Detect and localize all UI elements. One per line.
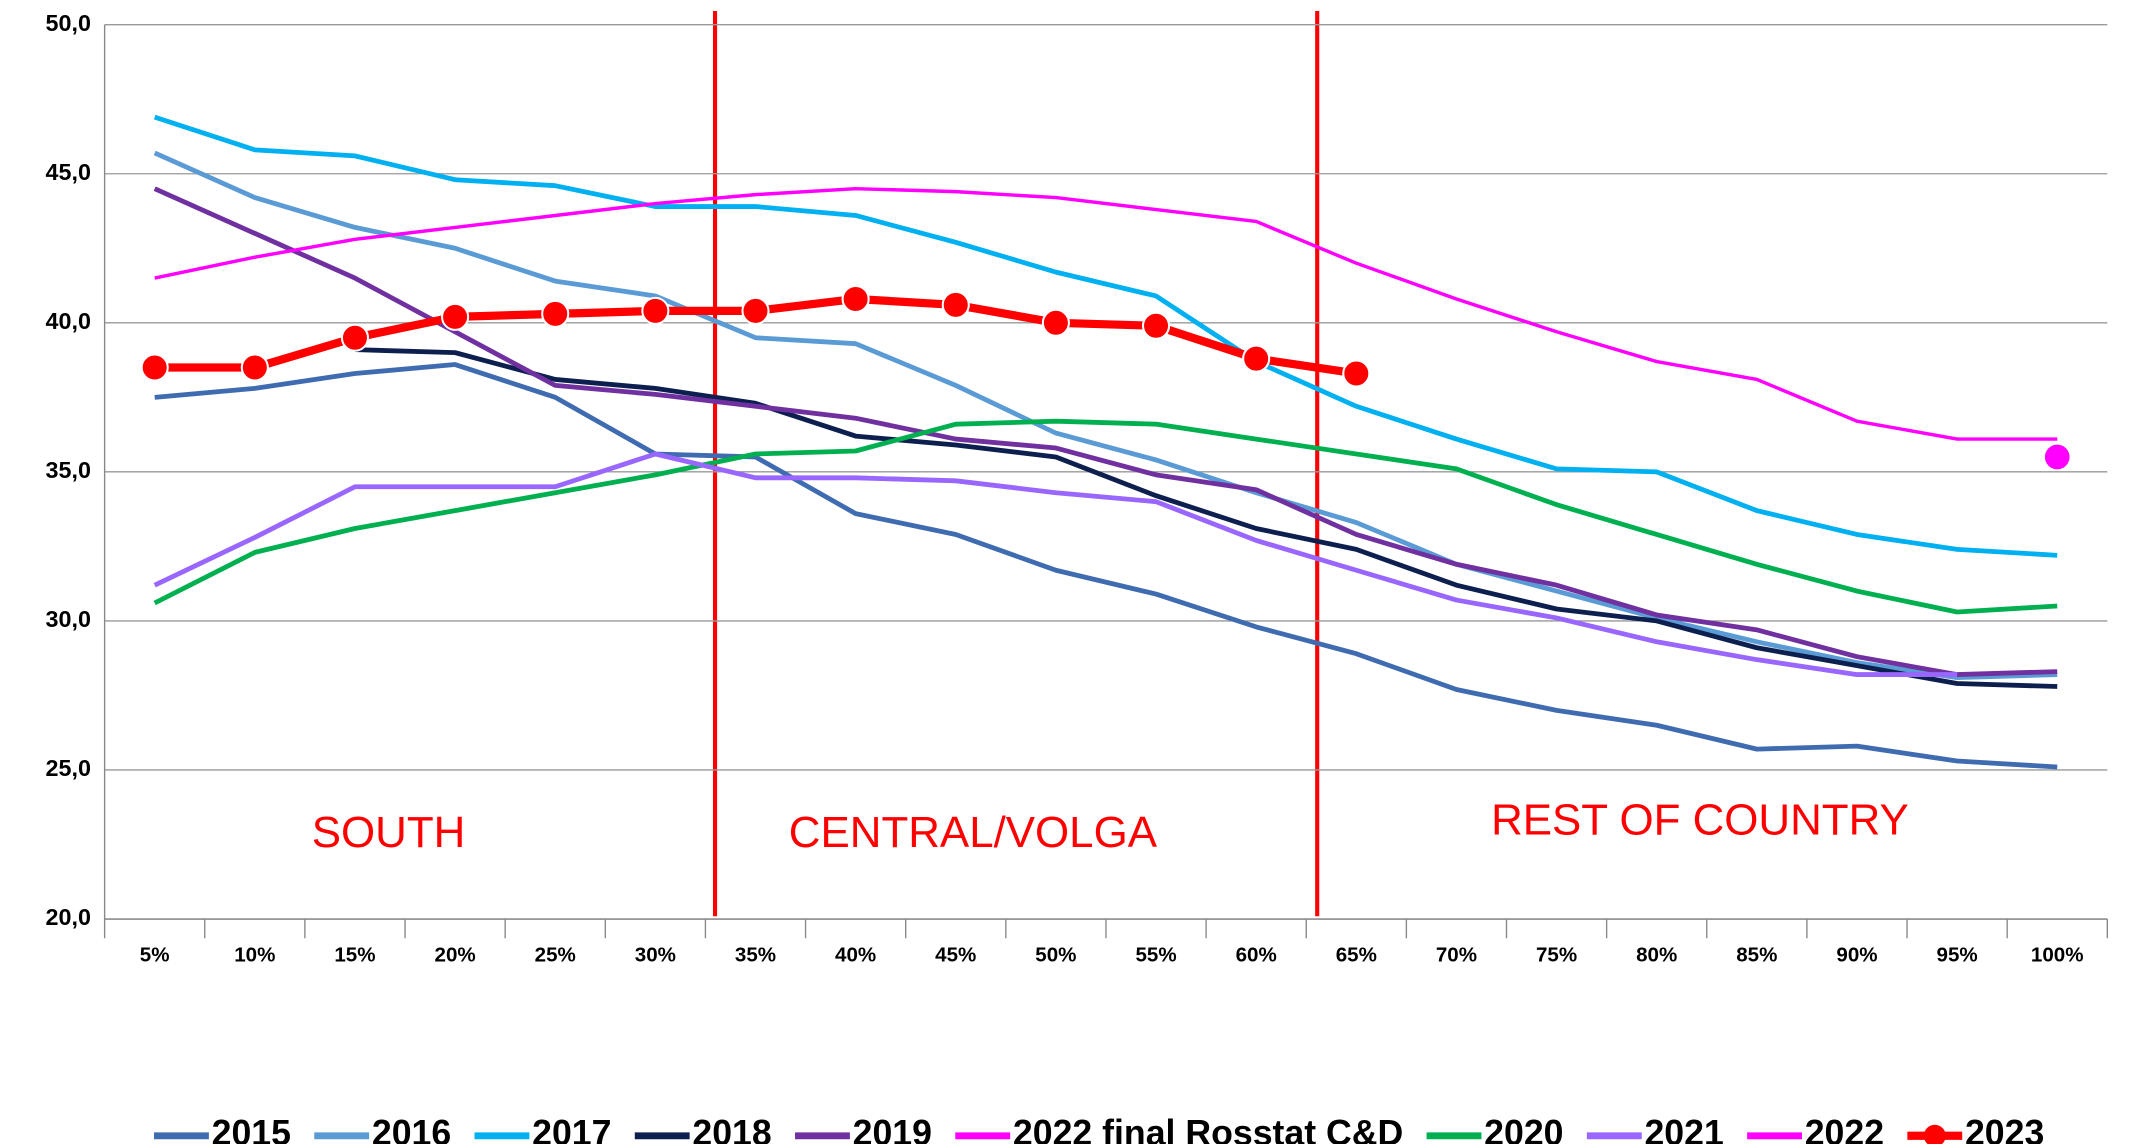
data-point [1343,360,1369,386]
legend-label: 2017 [532,1113,611,1144]
x-tick-label: 85% [1736,944,1777,967]
y-tick-label: 50,0 [46,10,91,36]
x-tick-label: 45% [935,944,976,967]
data-point [843,286,869,312]
x-tick-label: 10% [234,944,275,967]
x-tick-label: 50% [1035,944,1076,967]
data-point [242,354,268,380]
x-tick-label: 5% [140,944,170,967]
data-point [1043,310,1069,336]
legend-label: 2015 [212,1113,291,1144]
y-tick-label: 30,0 [46,606,91,632]
data-point [1243,346,1269,372]
data-point [442,304,468,330]
x-tick-label: 90% [1836,944,1877,967]
data-point [542,301,568,327]
legend-label: 2022 [1805,1113,1884,1144]
y-tick-label: 35,0 [46,457,91,483]
data-point [742,298,768,324]
y-tick-label: 40,0 [46,308,91,334]
x-tick-label: 20% [435,944,476,967]
legend-label: 2018 [692,1113,771,1144]
legend-swatch-marker [1924,1125,1946,1144]
x-tick-label: 75% [1536,944,1577,967]
region-label: REST OF COUNTRY [1491,796,1909,845]
legend-label: 2023 [1965,1113,2044,1144]
legend-label: 2019 [853,1113,932,1144]
x-tick-label: 35% [735,944,776,967]
chart: SOUTH CENTRAL/VOLGA REST OF COUNTRY 20,0… [0,0,2131,1144]
x-tick-label: 70% [1436,944,1477,967]
series-line [155,189,2058,675]
series-line [355,350,2057,687]
legend-label: 2020 [1484,1113,1563,1144]
x-tick-label: 80% [1636,944,1677,967]
x-tick-label: 40% [835,944,876,967]
x-tick-label: 60% [1236,944,1277,967]
data-point [2045,445,2070,470]
grid [105,25,2108,919]
y-tick-label: 20,0 [46,904,91,930]
legend-label: 2022 final Rosstat C&D [1013,1113,1403,1144]
series-line [155,454,1957,675]
x-tick-label: 55% [1135,944,1176,967]
data-point [642,298,668,324]
series-line [155,189,2058,439]
series-line [155,117,2058,555]
data-point [1143,313,1169,339]
x-tick-label: 65% [1336,944,1377,967]
x-tick-label: 100% [2031,944,2084,967]
legend-label: 2021 [1644,1113,1723,1144]
page: {"chart_data": {"type": "line", "categor… [0,0,2131,1144]
y-tick-label: 25,0 [46,755,91,781]
legend-label: 2016 [372,1113,451,1144]
data-point [342,325,368,351]
x-tick-label: 95% [1937,944,1978,967]
y-tick-label: 45,0 [46,159,91,185]
x-tick-label: 30% [635,944,676,967]
region-label: SOUTH [312,808,466,857]
data-point [142,354,168,380]
x-tick-label: 25% [535,944,576,967]
x-tick-label: 15% [334,944,375,967]
series-line [155,153,2058,678]
data-point [943,292,969,318]
region-label: CENTRAL/VOLGA [789,808,1158,857]
